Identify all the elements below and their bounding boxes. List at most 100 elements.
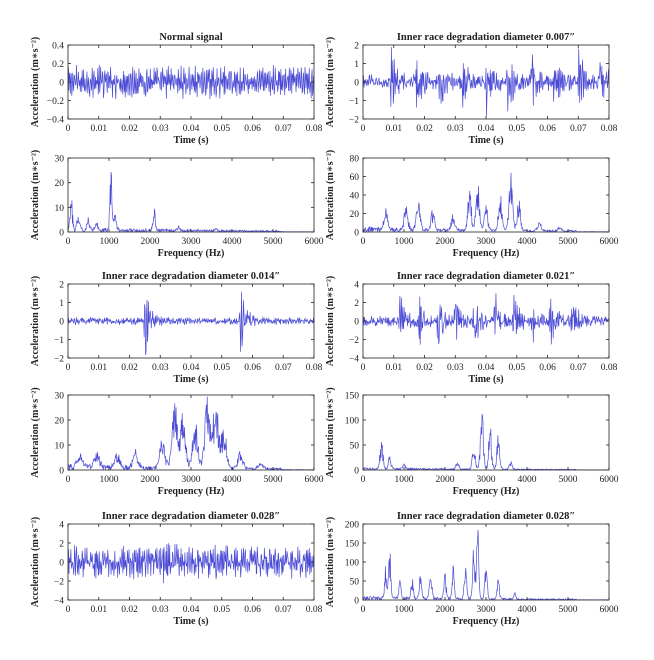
- x-tick-label: 3000: [477, 475, 496, 485]
- x-axis-label: Time (s): [173, 374, 208, 385]
- x-axis-label: Frequency (Hz): [453, 486, 520, 497]
- y-tick-label: 30: [55, 392, 65, 402]
- series-line: [68, 396, 314, 470]
- y-tick-label: 20: [350, 210, 360, 220]
- x-tick-label: 0.06: [244, 124, 261, 134]
- y-tick-label: −2: [349, 336, 359, 346]
- y-axis-label: Acceleration (m∗s⁻²): [325, 276, 336, 366]
- x-tick-label: 0.02: [121, 605, 138, 615]
- x-tick-label: 4000: [223, 237, 242, 247]
- x-tick-label: 0.04: [183, 124, 200, 134]
- y-tick-label: 20: [55, 179, 65, 189]
- x-tick-label: 1000: [395, 605, 414, 615]
- panel-8: 0 1000 2000 3000 4000 5000 6000 0 50 100 150 Freque…: [325, 387, 619, 497]
- x-tick-label: 0.02: [121, 363, 138, 373]
- y-axis-label: Acceleration (m∗s⁻²): [30, 517, 41, 607]
- x-tick-label: 4000: [518, 237, 537, 247]
- y-tick-label: 30: [55, 155, 65, 165]
- y-tick-label: 0: [354, 467, 359, 477]
- y-tick-label: 10: [55, 442, 65, 452]
- x-tick-label: 2000: [436, 237, 455, 247]
- plot-frame: [362, 394, 610, 471]
- y-tick-label: 0: [354, 229, 359, 239]
- x-tick-label: 0.07: [275, 124, 292, 134]
- x-tick-label: 1000: [395, 475, 414, 485]
- x-tick-label: 6000: [600, 237, 619, 247]
- x-tick-label: 0.08: [306, 605, 323, 615]
- series-line: [68, 291, 314, 355]
- series-line: [68, 171, 314, 232]
- x-axis-label: Time (s): [468, 374, 503, 385]
- y-tick-label: −1: [54, 336, 64, 346]
- x-axis-label: Time (s): [173, 616, 208, 627]
- x-axis-label: Frequency (Hz): [158, 486, 225, 497]
- y-tick-label: 0: [59, 467, 64, 477]
- series-line: [68, 543, 314, 584]
- x-tick-label: 1000: [100, 237, 119, 247]
- x-tick-label: 0.01: [385, 363, 402, 373]
- series-line: [68, 64, 314, 100]
- x-axis-label: Frequency (Hz): [453, 248, 520, 259]
- y-tick-label: 1: [354, 60, 359, 70]
- chart-title: Normal signal: [159, 32, 222, 43]
- y-tick-label: 20: [55, 417, 65, 427]
- x-tick-label: 0: [361, 237, 366, 247]
- y-tick-label: −0.4: [47, 116, 64, 126]
- x-tick-label: 1000: [395, 237, 414, 247]
- y-tick-label: 50: [350, 578, 360, 588]
- y-tick-label: 2: [354, 42, 359, 52]
- y-tick-label: −1: [349, 97, 359, 107]
- chart-title: Inner race degradation diameter 0.007″: [397, 32, 575, 43]
- y-tick-label: 4: [354, 281, 359, 291]
- x-tick-label: 5000: [264, 475, 283, 485]
- y-tick-label: 0: [354, 597, 359, 607]
- y-tick-label: 2: [59, 540, 64, 550]
- x-tick-label: 0.08: [306, 124, 323, 134]
- x-tick-label: 0.08: [601, 124, 618, 134]
- series-line: [363, 529, 609, 600]
- y-tick-label: −4: [349, 355, 359, 365]
- x-tick-label: 3000: [182, 475, 201, 485]
- x-tick-label: 2000: [436, 475, 455, 485]
- x-tick-label: 0: [361, 605, 366, 615]
- x-tick-label: 0.03: [447, 363, 464, 373]
- x-tick-label: 0.04: [478, 124, 495, 134]
- x-tick-label: 0.05: [213, 124, 230, 134]
- y-tick-label: 200: [345, 521, 360, 531]
- x-tick-label: 0.04: [478, 363, 495, 373]
- x-tick-label: 0: [361, 363, 366, 373]
- x-tick-label: 0.03: [152, 124, 169, 134]
- plot-frame: [362, 523, 610, 601]
- x-tick-label: 4000: [518, 475, 537, 485]
- x-tick-label: 0.03: [447, 124, 464, 134]
- y-tick-label: 150: [345, 540, 360, 550]
- x-axis-label: Frequency (Hz): [158, 248, 225, 259]
- x-tick-label: 0: [66, 237, 71, 247]
- x-tick-label: 0.07: [275, 605, 292, 615]
- panel-5: 0 0.01 0.02 0.03 0.04 0.05 0.06 0.07 0.08 −2 −1 0 1 2…: [30, 271, 323, 385]
- y-tick-label: 0: [59, 79, 64, 89]
- chart-title: Inner race degradation diameter 0.021″: [397, 271, 575, 282]
- x-tick-label: 0.02: [416, 363, 433, 373]
- x-tick-label: 0: [361, 124, 366, 134]
- panel-4: 0 1000 2000 3000 4000 5000 6000 0 20 40 60 80 Freque…: [325, 150, 619, 259]
- panel-9: 0 0.01 0.02 0.03 0.04 0.05 0.06 0.07 0.08 −4 −2 0 2 4…: [30, 511, 323, 627]
- x-tick-label: 0.05: [213, 605, 230, 615]
- x-tick-label: 0.02: [416, 124, 433, 134]
- x-tick-label: 0.07: [570, 124, 587, 134]
- x-tick-label: 0: [361, 475, 366, 485]
- x-tick-label: 0.08: [601, 363, 618, 373]
- x-tick-label: 0.01: [385, 124, 402, 134]
- x-tick-label: 4000: [518, 605, 537, 615]
- x-tick-label: 2000: [436, 605, 455, 615]
- x-tick-label: 3000: [477, 237, 496, 247]
- y-tick-label: −2: [54, 355, 64, 365]
- x-tick-label: 0.03: [152, 605, 169, 615]
- y-tick-label: 10: [55, 204, 65, 214]
- x-tick-label: 0.08: [306, 363, 323, 373]
- panel-2: 0 0.01 0.02 0.03 0.04 0.05 0.06 0.07 0.08 −2 −1 0 1 2…: [325, 32, 618, 146]
- y-tick-label: −2: [349, 116, 359, 126]
- x-tick-label: 0.04: [183, 605, 200, 615]
- y-tick-label: −2: [54, 578, 64, 588]
- series-line: [363, 172, 609, 232]
